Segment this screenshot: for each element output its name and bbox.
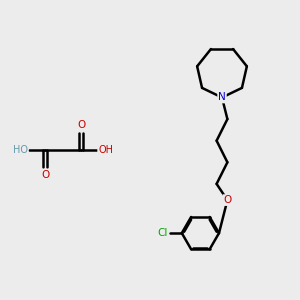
Text: Cl: Cl (157, 228, 167, 238)
Text: O: O (41, 169, 49, 180)
Text: O: O (223, 195, 232, 205)
Text: HO: HO (13, 145, 28, 155)
Text: N: N (218, 92, 226, 103)
Text: O: O (77, 120, 85, 130)
Text: OH: OH (98, 145, 113, 155)
